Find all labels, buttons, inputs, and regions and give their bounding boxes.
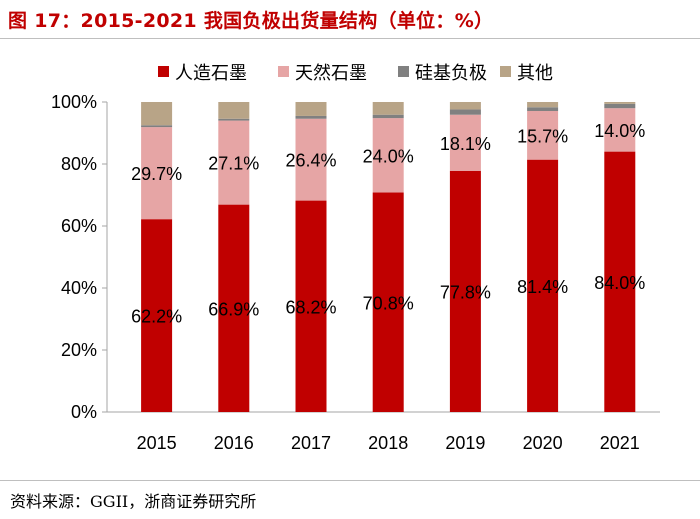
legend-swatch xyxy=(158,66,169,77)
y-tick-label: 40% xyxy=(61,278,97,298)
legend-swatch xyxy=(500,66,511,77)
data-label: 26.4% xyxy=(285,151,336,171)
legend-label: 天然石墨 xyxy=(295,63,367,83)
bar-segment-3-2018 xyxy=(372,114,404,119)
legend-swatch xyxy=(398,66,409,77)
legend-swatch xyxy=(278,66,289,77)
bar-segment-3-2017 xyxy=(295,115,327,119)
data-label: 24.0% xyxy=(363,146,414,166)
bar-segment-4-2015 xyxy=(141,102,173,126)
bar-segment-4-2016 xyxy=(218,102,250,119)
data-label: 15.7% xyxy=(517,126,568,146)
data-label: 14.0% xyxy=(594,121,645,141)
bar-segment-1-2015 xyxy=(141,219,173,412)
x-tick-label: 2017 xyxy=(291,433,331,453)
bar-segment-2-2021 xyxy=(604,108,636,152)
bar-segment-3-2019 xyxy=(449,109,481,115)
y-tick-label: 0% xyxy=(71,402,97,422)
y-tick-label: 20% xyxy=(61,340,97,360)
bar-segment-2-2019 xyxy=(449,114,481,171)
bar-segment-1-2019 xyxy=(449,170,481,412)
bar-segment-2-2015 xyxy=(141,127,173,220)
x-tick-label: 2018 xyxy=(368,433,408,453)
title-divider xyxy=(0,38,700,39)
bar-segment-2-2018 xyxy=(372,118,404,193)
data-label: 68.2% xyxy=(285,297,336,317)
bar-segment-1-2018 xyxy=(372,192,404,412)
y-tick-label: 100% xyxy=(51,92,97,112)
bar-segment-3-2015 xyxy=(141,125,173,128)
source-note: 资料来源：GGII，浙商证券研究所 xyxy=(10,492,257,511)
bar-segment-1-2016 xyxy=(218,204,250,412)
legend-label: 人造石墨 xyxy=(175,63,247,83)
bar-segment-3-2016 xyxy=(218,118,250,121)
bar-segment-2-2016 xyxy=(218,120,250,205)
data-label: 84.0% xyxy=(594,273,645,293)
data-label: 18.1% xyxy=(440,134,491,154)
x-tick-label: 2020 xyxy=(523,433,563,453)
bar-segment-4-2017 xyxy=(295,102,327,116)
data-label: 81.4% xyxy=(517,277,568,297)
y-tick-label: 80% xyxy=(61,154,97,174)
source-divider xyxy=(0,480,700,481)
data-label: 29.7% xyxy=(131,164,182,184)
legend-label: 其他 xyxy=(517,63,553,83)
x-tick-label: 2016 xyxy=(214,433,254,453)
bar-segment-2-2017 xyxy=(295,118,327,201)
x-tick-label: 2021 xyxy=(600,433,640,453)
data-label: 27.1% xyxy=(208,154,259,174)
x-tick-label: 2019 xyxy=(445,433,485,453)
data-label: 66.9% xyxy=(208,299,259,319)
data-label: 70.8% xyxy=(363,293,414,313)
figure-title: 图 17：2015-2021 我国负极出货量结构（单位：%） xyxy=(8,10,494,32)
bar-segment-4-2019 xyxy=(449,102,481,110)
data-label: 62.2% xyxy=(131,307,182,327)
bar-segment-2-2020 xyxy=(527,110,559,160)
data-label: 77.8% xyxy=(440,282,491,302)
bar-segment-1-2021 xyxy=(604,151,636,412)
bar-segment-1-2017 xyxy=(295,200,327,412)
bar-segment-4-2020 xyxy=(527,102,559,108)
stacked-bar-chart: 0% 20% 40% 60% 80% 100% 62.2% 29.7% 2015 66.9% 27.… xyxy=(51,63,660,453)
y-tick-label: 60% xyxy=(61,216,97,236)
bar-segment-1-2020 xyxy=(527,159,559,412)
x-tick-label: 2015 xyxy=(137,433,177,453)
bar-segment-3-2020 xyxy=(527,107,559,111)
bar-segment-3-2021 xyxy=(604,103,636,109)
bar-segment-4-2021 xyxy=(604,102,636,104)
legend-label: 硅基负极 xyxy=(415,63,487,83)
bar-segment-4-2018 xyxy=(372,102,404,115)
